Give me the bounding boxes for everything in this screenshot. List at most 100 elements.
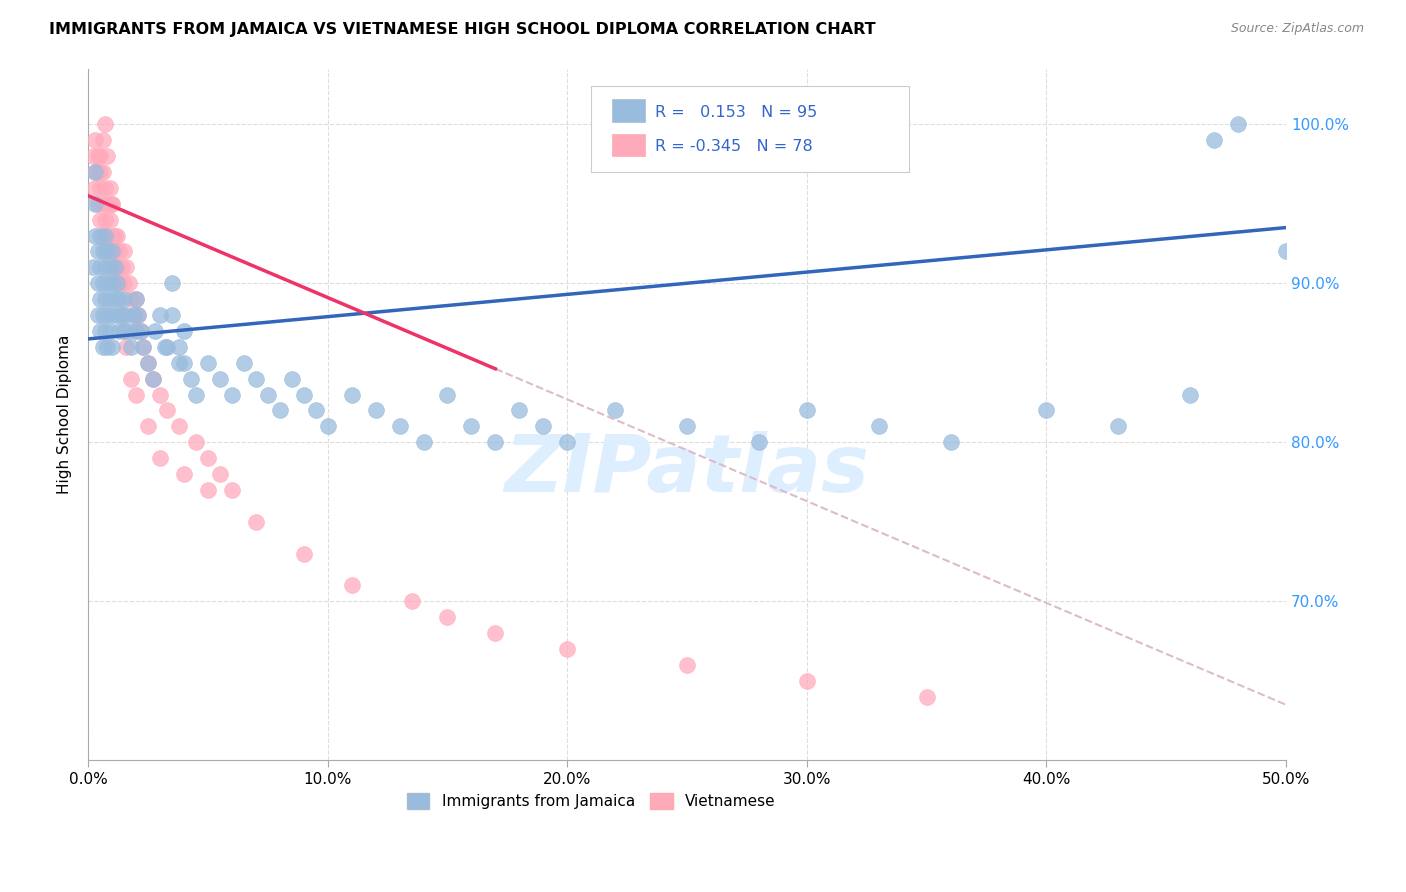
Point	[101, 308, 124, 322]
Point	[281, 372, 304, 386]
Point	[256, 387, 278, 401]
Point	[436, 387, 458, 401]
Point	[105, 260, 128, 275]
Point	[98, 324, 121, 338]
Point	[142, 372, 165, 386]
Point	[89, 149, 111, 163]
Point	[103, 228, 125, 243]
Point	[173, 356, 195, 370]
Point	[112, 324, 135, 338]
Point	[868, 419, 890, 434]
Point	[167, 356, 190, 370]
Point	[89, 324, 111, 338]
Point	[112, 277, 135, 291]
Point	[105, 260, 128, 275]
Point	[111, 308, 134, 322]
Point	[115, 308, 138, 322]
Point	[401, 594, 423, 608]
Point	[98, 260, 121, 275]
Point	[101, 228, 124, 243]
Point	[89, 260, 111, 275]
Point	[340, 578, 363, 592]
Point	[292, 387, 315, 401]
Point	[98, 181, 121, 195]
Point	[167, 340, 190, 354]
Point	[197, 356, 219, 370]
Point	[103, 292, 125, 306]
Point	[676, 419, 699, 434]
Point	[127, 308, 149, 322]
Point	[1227, 117, 1250, 131]
Point	[197, 483, 219, 497]
Point	[91, 196, 114, 211]
Point	[676, 657, 699, 672]
Bar	[612, 134, 645, 156]
Point	[101, 244, 124, 259]
Point	[605, 403, 627, 417]
Point	[101, 277, 124, 291]
Point	[197, 451, 219, 466]
Point	[269, 403, 291, 417]
Point	[388, 419, 411, 434]
Point	[103, 260, 125, 275]
Point	[160, 277, 183, 291]
Point	[94, 260, 117, 275]
Point	[89, 165, 111, 179]
Point	[125, 324, 148, 338]
Point	[108, 277, 131, 291]
Point	[149, 308, 172, 322]
Point	[103, 244, 125, 259]
Point	[939, 435, 962, 450]
Point	[105, 277, 128, 291]
Point	[108, 244, 131, 259]
Point	[1275, 244, 1298, 259]
Point	[115, 340, 138, 354]
Point	[87, 308, 110, 322]
Point	[84, 181, 107, 195]
Point	[245, 515, 267, 529]
Point	[136, 356, 159, 370]
Point	[484, 435, 506, 450]
Point	[412, 435, 434, 450]
Point	[87, 244, 110, 259]
Point	[98, 212, 121, 227]
Point	[555, 435, 578, 450]
Point	[156, 340, 179, 354]
Point	[87, 196, 110, 211]
Point	[292, 547, 315, 561]
Point	[101, 260, 124, 275]
Point	[94, 212, 117, 227]
Point	[96, 228, 118, 243]
Point	[460, 419, 482, 434]
Point	[143, 324, 166, 338]
Point	[796, 403, 818, 417]
Point	[120, 372, 142, 386]
Point	[136, 419, 159, 434]
Point	[122, 308, 145, 322]
Text: IMMIGRANTS FROM JAMAICA VS VIETNAMESE HIGH SCHOOL DIPLOMA CORRELATION CHART: IMMIGRANTS FROM JAMAICA VS VIETNAMESE HI…	[49, 22, 876, 37]
Point	[436, 610, 458, 624]
Point	[316, 419, 339, 434]
Point	[108, 292, 131, 306]
Point	[96, 244, 118, 259]
Point	[115, 260, 138, 275]
Point	[221, 483, 243, 497]
Point	[111, 308, 134, 322]
Point	[245, 372, 267, 386]
Point	[87, 149, 110, 163]
Text: R = -0.345   N = 78: R = -0.345 N = 78	[655, 138, 813, 153]
Point	[94, 228, 117, 243]
Point	[167, 419, 190, 434]
Point	[91, 308, 114, 322]
Text: ZIPatlas: ZIPatlas	[505, 431, 869, 508]
Point	[208, 372, 231, 386]
Point	[89, 212, 111, 227]
Point	[555, 642, 578, 657]
Point	[118, 324, 141, 338]
Point	[142, 372, 165, 386]
Point	[105, 308, 128, 322]
Point	[111, 260, 134, 275]
Point	[125, 292, 148, 306]
Point	[484, 626, 506, 640]
Point	[91, 165, 114, 179]
